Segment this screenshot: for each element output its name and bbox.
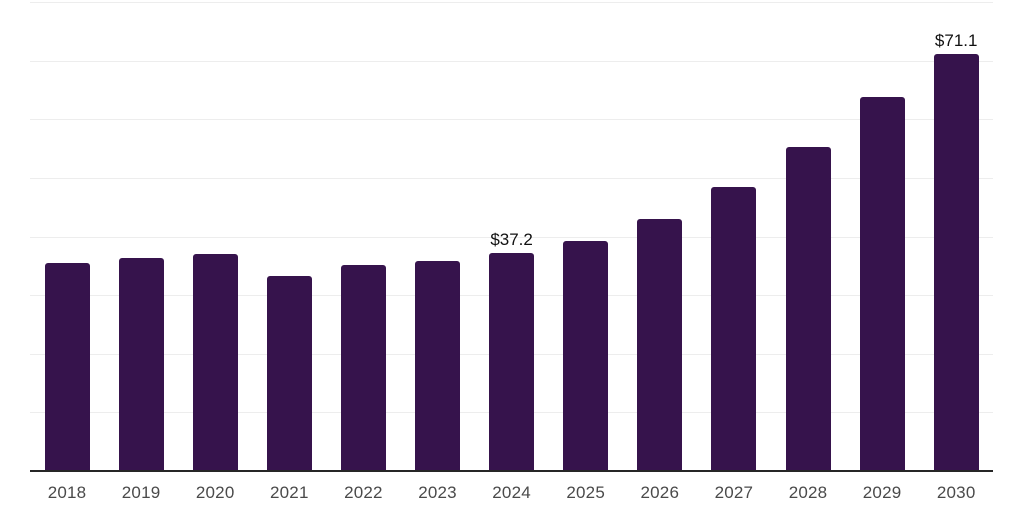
x-tick-label-2026: 2026	[640, 483, 680, 502]
bar-2022	[340, 265, 386, 470]
x-tick-label-2024: 2024	[492, 483, 531, 502]
bar-2024	[489, 252, 535, 470]
x-tick-label-2030: 2030	[936, 483, 976, 502]
bar-value-label-2030: $71.1	[934, 31, 978, 51]
gridline-70	[30, 61, 993, 62]
bar-2028	[785, 146, 831, 470]
x-axis-line	[30, 470, 993, 472]
x-tick-label-2025: 2025	[566, 483, 605, 502]
x-tick-label-2028: 2028	[788, 483, 828, 502]
x-tick-label-2018: 2018	[47, 483, 87, 502]
x-tick-label-2021: 2021	[269, 483, 309, 502]
bar-value-label-2024: $37.2	[490, 229, 533, 249]
gridline-80	[30, 2, 993, 3]
bar-2023	[415, 261, 460, 470]
bar-2019	[118, 257, 164, 470]
x-tick-label-2022: 2022	[344, 483, 383, 502]
bar-2020	[192, 254, 238, 470]
bar-2027	[711, 187, 757, 470]
gridline-50	[30, 178, 993, 179]
bar-2025	[563, 240, 609, 470]
x-tick-label-2027: 2027	[714, 483, 754, 502]
x-tick-label-2023: 2023	[418, 483, 457, 502]
bar-2026	[637, 219, 683, 470]
gridline-60	[30, 119, 993, 120]
bar-2018	[44, 263, 90, 470]
x-tick-label-2029: 2029	[862, 483, 902, 502]
x-tick-label-2019: 2019	[121, 483, 161, 502]
bar-2029	[859, 96, 905, 470]
bar-2030	[933, 54, 979, 470]
x-tick-label-2020: 2020	[195, 483, 235, 502]
bar-2021	[266, 276, 312, 470]
